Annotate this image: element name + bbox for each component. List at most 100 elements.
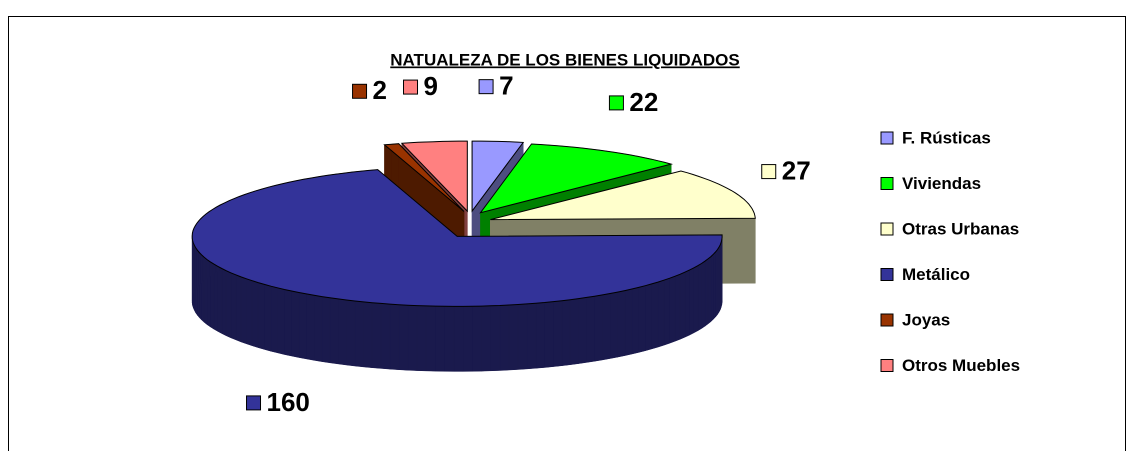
slice-side	[704, 258, 709, 327]
slice-side	[213, 263, 218, 332]
slice-top	[383, 143, 465, 212]
legend-label: Joyas	[902, 310, 950, 329]
slice-side	[251, 280, 259, 348]
slice-side	[354, 300, 364, 368]
slice-side	[578, 297, 587, 364]
legend-label: Metálico	[902, 265, 970, 284]
slice-side	[645, 283, 652, 352]
slice-side	[569, 298, 579, 365]
data-label: 2	[373, 75, 387, 105]
data-label: 9	[424, 71, 438, 101]
slice-side	[657, 279, 665, 348]
legend-label: Otros Muebles	[902, 356, 1020, 375]
data-label-key	[352, 83, 368, 99]
slice-side	[631, 287, 639, 355]
slice-side	[472, 305, 482, 372]
slice-side	[544, 301, 554, 368]
legend-key	[880, 268, 894, 281]
slice-side	[689, 267, 694, 336]
legend-key	[880, 177, 894, 190]
slice-side	[697, 263, 702, 332]
slice-top	[479, 143, 674, 214]
slice	[191, 169, 723, 372]
chart-title: NATUALEZA DE LOS BIENES LIQUIDADOS	[390, 50, 739, 69]
slice-side	[701, 260, 706, 329]
slice-side	[270, 285, 278, 354]
data-label: 160	[267, 387, 310, 417]
slice-side	[715, 248, 718, 318]
slice-side	[425, 305, 436, 372]
slice-side	[710, 253, 714, 323]
slice-side	[526, 302, 537, 370]
slice-side	[230, 272, 237, 341]
slice-top	[400, 140, 468, 213]
legend-label: Viviendas	[902, 174, 981, 193]
slice-top	[471, 140, 525, 213]
slice-side	[398, 304, 409, 371]
slice-top	[490, 170, 756, 221]
slice-side	[586, 295, 595, 363]
data-label-key	[478, 79, 494, 95]
slice-side	[663, 277, 670, 346]
legend-key	[880, 313, 894, 327]
slice-side	[221, 268, 227, 337]
slice-side	[291, 290, 300, 358]
data-label: 22	[629, 87, 658, 117]
slice-top	[191, 169, 723, 307]
slice-side	[669, 275, 676, 344]
slice-side	[240, 276, 247, 345]
slice-side	[679, 271, 686, 340]
slice-side	[284, 289, 292, 357]
chart-border	[8, 16, 1126, 451]
legend-label: F. Rústicas	[902, 128, 991, 147]
slice-side	[535, 302, 545, 369]
slice-side	[453, 306, 464, 372]
slice-side	[553, 300, 563, 367]
slice-side	[225, 270, 232, 339]
slice-side	[329, 297, 339, 365]
slice-side	[594, 294, 603, 362]
data-label-key	[608, 95, 624, 111]
slice-side	[499, 304, 510, 371]
slice-side	[481, 305, 491, 372]
slice-side	[235, 274, 242, 343]
slice-side	[380, 303, 391, 370]
data-label-key	[246, 395, 262, 411]
data-label-key	[403, 79, 419, 95]
slice-side	[346, 299, 356, 367]
slice-side	[490, 305, 501, 372]
slice-side	[264, 284, 272, 352]
slice-side	[624, 288, 633, 356]
slice-side	[246, 278, 253, 347]
data-label: 27	[782, 155, 811, 185]
legend-key	[880, 222, 894, 236]
slice-side	[617, 290, 626, 358]
slice-side	[389, 303, 400, 370]
slice-side	[517, 303, 528, 370]
legend-key	[880, 131, 894, 145]
slice-side	[371, 302, 382, 369]
slice-side	[693, 265, 699, 334]
slice-side	[462, 306, 473, 372]
slice-side	[217, 265, 223, 334]
slice-side	[713, 251, 716, 320]
legend-label: Otras Urbanas	[902, 219, 1019, 238]
slice-side	[321, 296, 331, 364]
slice-side	[609, 291, 618, 359]
slice-side	[337, 298, 347, 366]
slice-side	[561, 299, 571, 366]
slice-side	[651, 281, 659, 350]
slice-side	[674, 273, 681, 342]
slice-side	[363, 301, 373, 368]
slice-side	[298, 292, 307, 360]
slice-side	[638, 285, 646, 353]
slice-side	[306, 293, 315, 361]
slice-side	[707, 256, 712, 325]
slice-side	[407, 304, 418, 371]
data-label-key	[761, 164, 777, 180]
slice-side	[602, 293, 611, 361]
slice-side	[416, 305, 427, 372]
slice-side	[684, 269, 690, 338]
slice-side	[277, 287, 285, 355]
